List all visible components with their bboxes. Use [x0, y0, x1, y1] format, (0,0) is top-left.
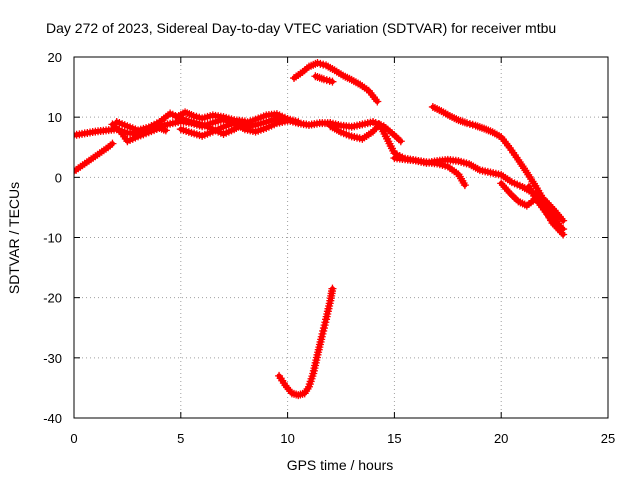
data-point-marker [497, 179, 506, 188]
ticks: 0 5 10 15 20 25 -40 -30 -20 -10 0 10 20 [43, 50, 615, 446]
data-point-marker [161, 126, 170, 135]
series-arc-12 [428, 102, 566, 232]
x-tick-label: 5 [177, 431, 184, 446]
series-arc-9 [326, 117, 405, 146]
data-point-marker [294, 117, 303, 126]
y-tick-label: 20 [48, 50, 62, 65]
series-arc-8 [311, 72, 337, 86]
y-tick-label: -40 [43, 411, 62, 426]
data-point-marker [373, 97, 382, 106]
data-point-marker [500, 183, 509, 192]
series-arc-14 [524, 182, 568, 234]
y-tick-label: -30 [43, 351, 62, 366]
x-tick-label: 15 [387, 431, 401, 446]
x-tick-label: 10 [280, 431, 294, 446]
series-arc-6 [176, 116, 292, 140]
y-tick-label: -10 [43, 231, 62, 246]
grid [74, 57, 608, 418]
data-point-marker [108, 139, 117, 148]
chart-title: Day 272 of 2023, Sidereal Day-to-day VTE… [46, 20, 556, 36]
data-point-marker [498, 181, 507, 190]
data-point-marker [396, 137, 405, 146]
y-axis-label: SDTVAR / TECUs [6, 182, 22, 294]
y-tick-label: 10 [48, 110, 62, 125]
series-arc-7 [290, 59, 382, 106]
series-arc-15 [275, 284, 337, 400]
series-arc-2 [74, 139, 117, 176]
data-point-marker [559, 225, 568, 234]
data-point-marker [460, 181, 469, 190]
series-layer [74, 59, 568, 400]
data-point-marker [240, 117, 249, 126]
x-tick-label: 25 [601, 431, 615, 446]
series-arc-11 [390, 154, 568, 225]
data-point-marker [328, 284, 337, 293]
data-point-marker [283, 116, 292, 125]
y-tick-label: 0 [55, 170, 62, 185]
x-axis-label: GPS time / hours [287, 457, 394, 473]
data-point-marker [559, 216, 568, 225]
data-point-marker [328, 77, 337, 86]
x-tick-label: 0 [70, 431, 77, 446]
data-point-marker [504, 187, 513, 196]
y-tick-label: -20 [43, 291, 62, 306]
x-tick-label: 20 [494, 431, 508, 446]
data-point-marker [502, 185, 511, 194]
